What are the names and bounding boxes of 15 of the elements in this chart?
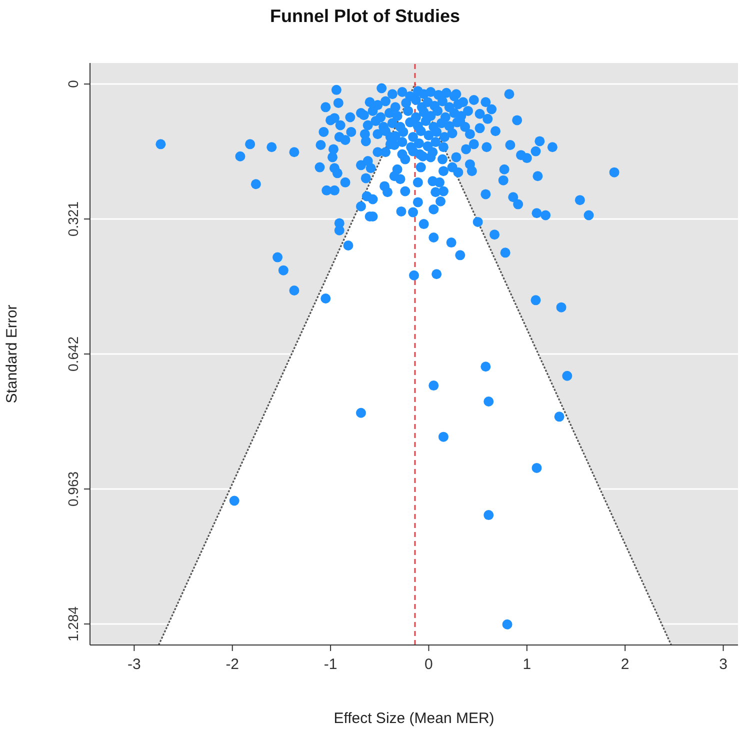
chart-title: Funnel Plot of Studies (269, 6, 461, 27)
y-tick-label: 0.963 (65, 471, 81, 507)
x-tick-label: 0 (424, 656, 433, 673)
x-axis-title: Effect Size (Mean MER) (332, 710, 496, 727)
y-tick-label: 0.642 (65, 336, 81, 372)
x-tick-label: -1 (324, 656, 338, 673)
y-axis-title: Standard Error (4, 304, 20, 404)
x-tick-label: 2 (620, 656, 630, 673)
y-tick-label: 0.321 (65, 201, 81, 237)
y-tick-label: 0 (65, 80, 81, 88)
x-tick-label: 3 (719, 656, 728, 673)
x-tick-label: 1 (522, 656, 532, 673)
y-tick-label: 1.284 (65, 606, 81, 642)
x-tick-label: -3 (128, 656, 141, 673)
x-tick-label: -2 (226, 656, 240, 673)
